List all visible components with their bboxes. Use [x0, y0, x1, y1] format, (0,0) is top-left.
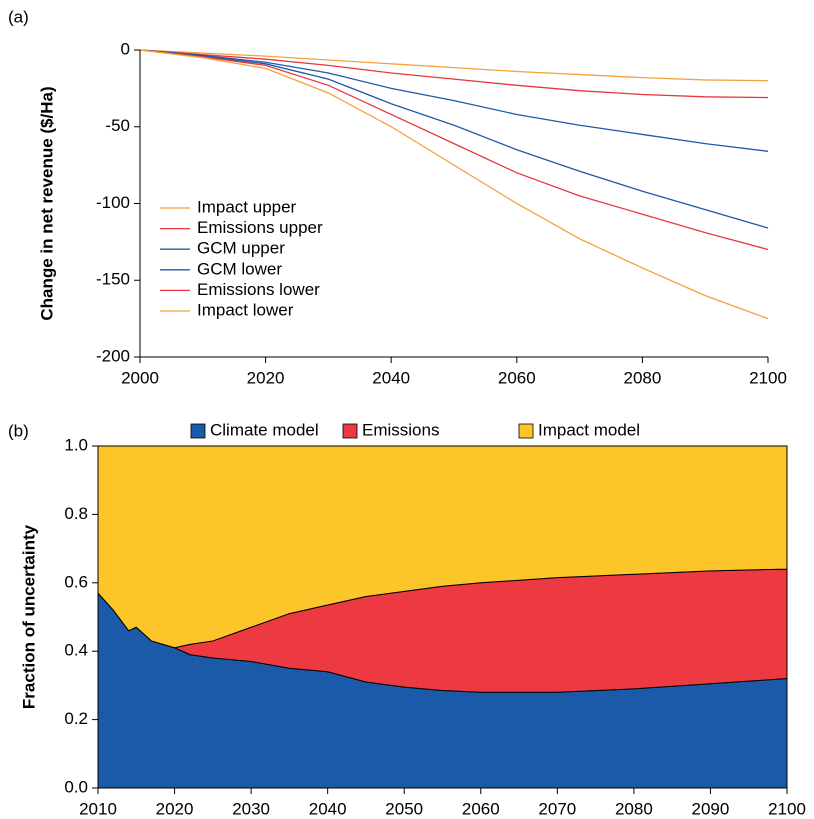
y-tick-label: 0.2	[64, 709, 88, 728]
x-tick-label: 2060	[498, 368, 536, 387]
x-tick-label: 2070	[538, 799, 576, 818]
y-tick-label: 1.0	[64, 435, 88, 454]
legend-label: Impact lower	[197, 300, 294, 319]
line-series	[139, 49, 769, 251]
y-tick-label: 0	[121, 39, 130, 58]
line-series	[139, 49, 769, 320]
legend-label: GCM lower	[197, 259, 282, 278]
y-tick-label: -200	[96, 346, 130, 365]
x-tick-label: 2050	[385, 799, 423, 818]
line-series	[139, 49, 769, 99]
x-tick-label: 2100	[768, 799, 806, 818]
y-axis-label: Fraction of uncertainty	[19, 524, 38, 709]
x-tick-label: 2060	[462, 799, 500, 818]
x-tick-label: 2010	[79, 799, 117, 818]
panel-label: (a)	[8, 7, 29, 26]
y-tick-label: 0.6	[64, 572, 88, 591]
y-tick-label: 0.0	[64, 777, 88, 796]
x-tick-label: 2100	[749, 368, 787, 387]
legend-label: Impact model	[538, 420, 640, 439]
legend-label: Emissions	[362, 420, 439, 439]
legend-label: Impact upper	[197, 197, 297, 216]
x-tick-label: 2000	[121, 368, 159, 387]
x-tick-label: 2020	[247, 368, 285, 387]
legend-label: Emissions lower	[197, 280, 320, 299]
legend-swatch	[190, 423, 206, 439]
y-tick-label: 0.8	[64, 504, 88, 523]
x-tick-label: 2090	[692, 799, 730, 818]
x-tick-label: 2040	[372, 368, 410, 387]
x-tick-label: 2030	[232, 799, 270, 818]
line-series	[139, 49, 769, 82]
y-tick-label: -150	[96, 270, 130, 289]
line-series	[139, 49, 769, 152]
y-tick-label: -50	[105, 116, 130, 135]
panel-label: (b)	[8, 421, 29, 440]
y-tick-label: 0.4	[64, 641, 88, 660]
x-tick-label: 2040	[309, 799, 347, 818]
legend-swatch	[518, 423, 534, 439]
y-tick-label: -100	[96, 193, 130, 212]
legend-label: GCM upper	[197, 239, 285, 258]
y-axis-label: Change in net revenue ($/Ha)	[37, 86, 56, 320]
x-tick-label: 2080	[615, 799, 653, 818]
x-tick-label: 2080	[623, 368, 661, 387]
legend-label: Emissions upper	[197, 218, 323, 237]
line-series	[139, 49, 769, 229]
x-tick-label: 2020	[156, 799, 194, 818]
legend-swatch	[342, 423, 358, 439]
area-series	[97, 445, 788, 649]
legend-label: Climate model	[210, 420, 319, 439]
